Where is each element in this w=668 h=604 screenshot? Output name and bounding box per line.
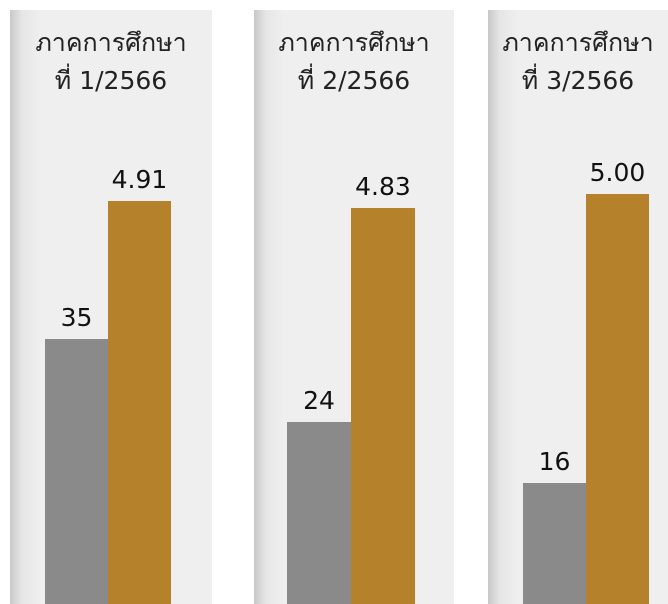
panel-title-line-1: ภาคการศึกษา (278, 28, 430, 57)
semester-panel-2: ภาคการศึกษา ที่ 2/2566 24 4.83 (254, 10, 454, 604)
panel-title: ภาคการศึกษา ที่ 2/2566 (254, 24, 454, 100)
bar-score (351, 207, 415, 604)
bar-score (108, 201, 171, 604)
semester-panel-1: ภาคการศึกษา ที่ 1/2566 35 4.91 (10, 10, 212, 604)
bar-value-label: 16 (538, 446, 571, 476)
semester-panel-3: ภาคการศึกษา ที่ 3/2566 16 5.00 (488, 10, 668, 604)
bar-value-label: 35 (60, 303, 93, 332)
panel-title-line-1: ภาคการศึกษา (502, 28, 654, 57)
bar-value-label: 4.91 (111, 165, 168, 195)
bar-count (523, 482, 586, 604)
panel-title-line-2: ที่ 3/2566 (521, 66, 635, 95)
bar-count (287, 422, 351, 604)
bar-score (586, 194, 649, 604)
bar-value-label: 4.83 (355, 171, 411, 201)
panel-title: ภาคการศึกษา ที่ 1/2566 (10, 24, 212, 100)
panel-title-line-2: ที่ 1/2566 (54, 66, 168, 95)
panel-title-line-1: ภาคการศึกษา (35, 28, 187, 57)
panel-title-line-2: ที่ 2/2566 (297, 66, 411, 95)
bar-value-label: 24 (303, 386, 335, 416)
bar-count (45, 339, 108, 604)
bar-value-label: 5.00 (589, 158, 646, 187)
panel-title: ภาคการศึกษา ที่ 3/2566 (488, 24, 668, 100)
